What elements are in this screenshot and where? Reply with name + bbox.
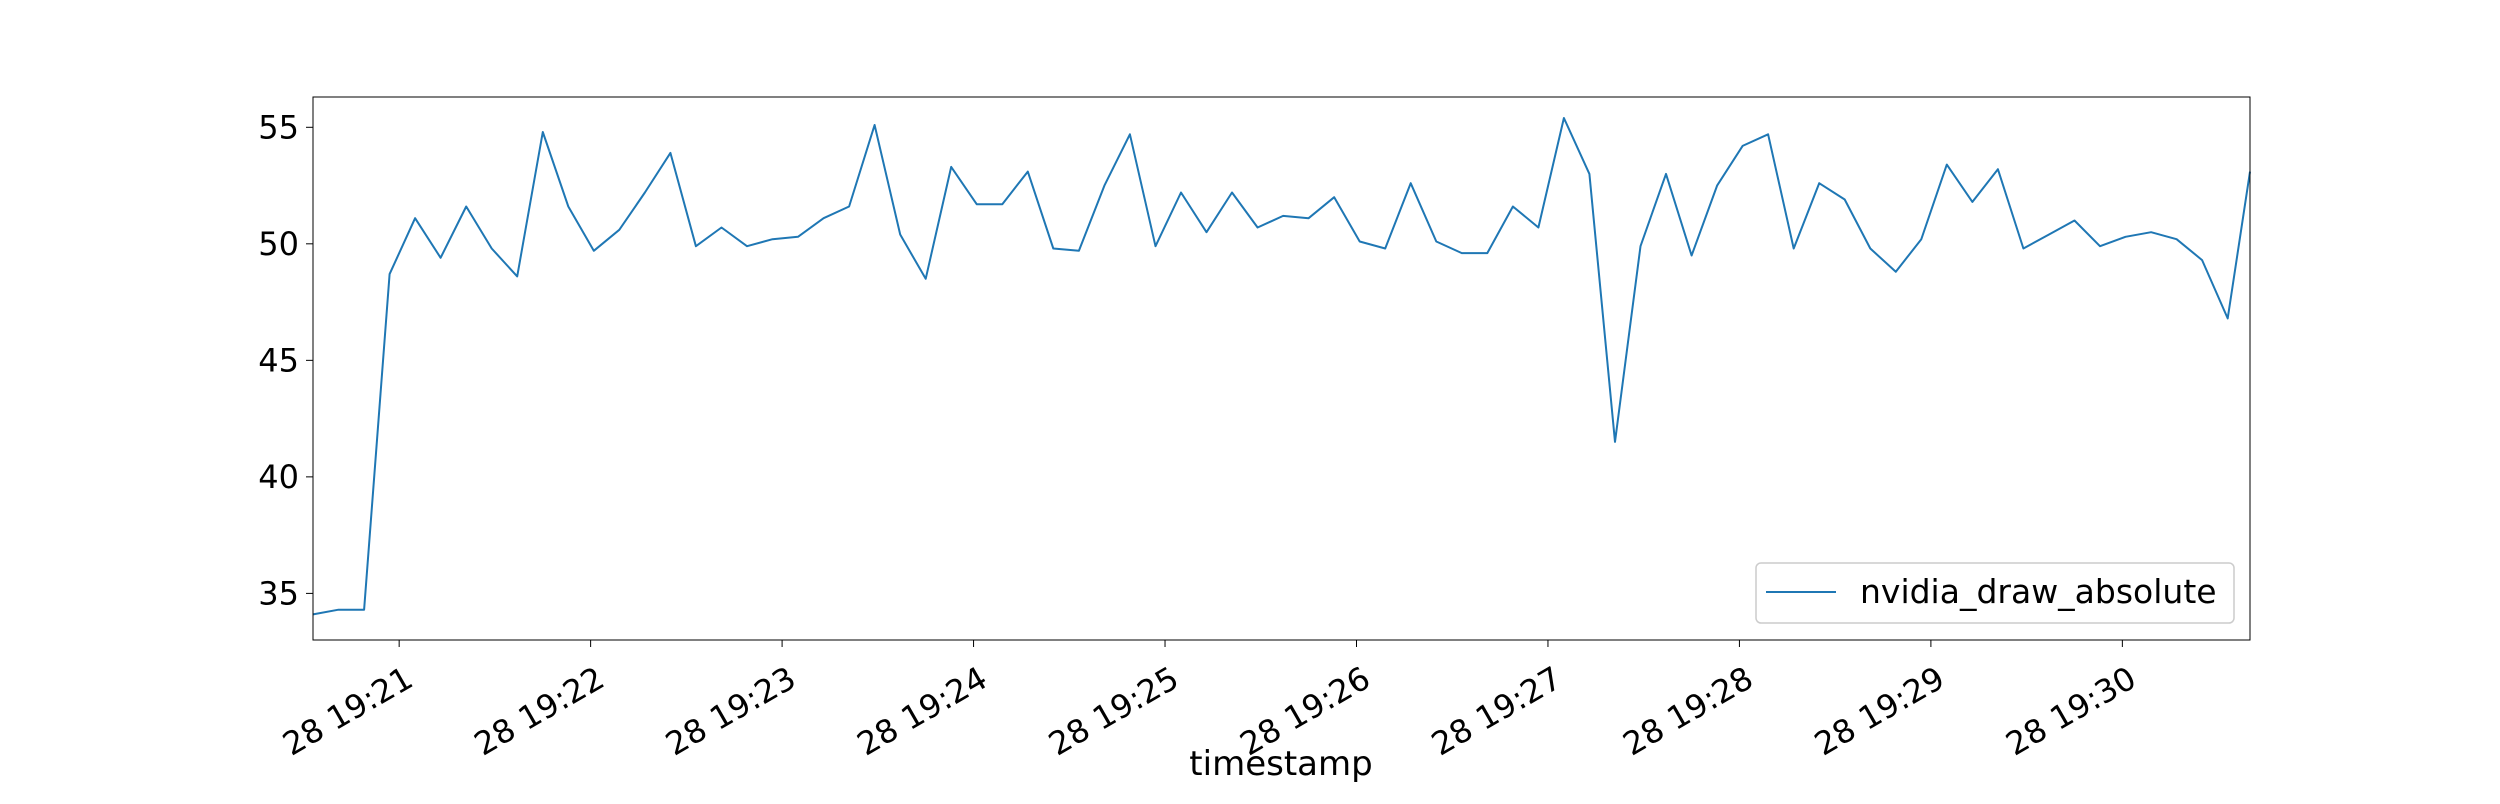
x-tick-label: 28 19:28 (1616, 659, 1759, 763)
series-line (312, 117, 2251, 616)
plot-background (313, 97, 2250, 640)
x-tick-label: 28 19:27 (1425, 659, 1568, 763)
x-tick-label: 28 19:25 (1042, 659, 1185, 763)
legend-box (1755, 562, 2235, 624)
y-tick-label: 45 (258, 341, 299, 379)
x-axis-label: timestamp (1189, 744, 1372, 784)
x-tick-label: 28 19:22 (468, 659, 611, 763)
y-axis: 35 40 45 50 55 (258, 108, 313, 612)
x-tick-label: 28 19:21 (276, 659, 419, 763)
legend: nvidia_draw_absolute (1755, 562, 2235, 624)
y-tick-label: 50 (258, 225, 299, 263)
x-tick-label: 28 19:23 (659, 659, 802, 763)
y-tick-label: 55 (258, 108, 299, 146)
x-tick-label: 28 19:30 (1999, 659, 2142, 763)
y-tick-label: 35 (258, 574, 299, 612)
legend-label: nvidia_draw_absolute (1860, 572, 2217, 611)
plot-frame (312, 96, 2251, 641)
series-layer (312, 117, 2251, 616)
x-tick-label: 28 19:24 (851, 659, 994, 763)
y-tick-label: 40 (258, 458, 299, 496)
x-tick-label: 28 19:29 (1808, 659, 1951, 763)
